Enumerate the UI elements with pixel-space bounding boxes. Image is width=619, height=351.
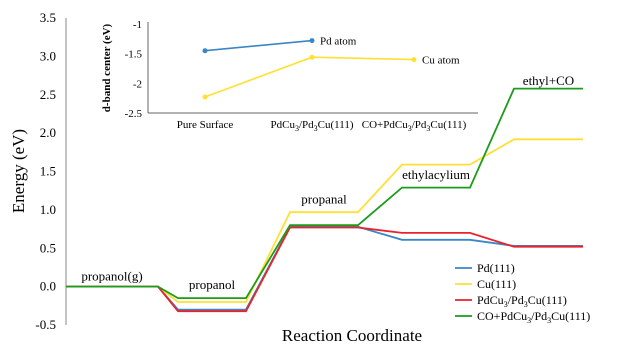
series-line-1	[66, 138, 583, 303]
state-label: propanol(g)	[81, 268, 142, 283]
inset-y-tick-label: -2	[133, 78, 142, 90]
main-y-axis-title: Energy (eV)	[9, 129, 28, 213]
main-y-tick-label: 1.0	[40, 202, 56, 217]
inset-series-line-0	[204, 39, 313, 52]
inset-point-0-0	[202, 48, 208, 54]
inset-chart: -2.5 -2 -1.5 -1 Pure Surface PdCu3/Pd3Cu(111…	[101, 18, 481, 133]
main-y-tick-label: 2.5	[40, 87, 56, 102]
inset-y-axis-title: d-band center (eV)	[101, 23, 113, 112]
main-x-axis-title: Reaction Coordinate	[282, 326, 422, 345]
series-line-2	[66, 226, 583, 313]
state-label: propanal	[301, 192, 347, 207]
main-y-tick-label: 3.0	[40, 48, 56, 63]
legend-label-0: Pd(111)	[477, 261, 515, 275]
inset-series-label-0: Pd atom	[320, 36, 357, 48]
main-y-tick-label: 0.5	[40, 240, 56, 255]
inset-category-label-0: Pure Surface	[177, 119, 234, 131]
main-y-tick-label: 0.0	[40, 279, 56, 294]
legend-label-3: CO+PdCu3/Pd3Cu(111)	[477, 309, 590, 325]
state-label: propanol	[189, 277, 236, 292]
inset-category-label-2: CO+PdCu3/Pd3Cu(111)	[362, 119, 467, 133]
inset-category-label-1: PdCu3/Pd3Cu(111)	[270, 119, 353, 133]
inset-point-0-1	[309, 38, 315, 44]
inset-series-lines	[202, 38, 417, 100]
main-series-lines	[66, 87, 583, 313]
inset-point-1-2	[411, 57, 417, 63]
inset-x-categories: Pure Surface PdCu3/Pd3Cu(111) CO+PdCu3/Pd3…	[177, 119, 467, 133]
inset-y-tick-label: -2.5	[125, 108, 143, 120]
legend: Pd(111) Cu(111) PdCu3/Pd3Cu(111)CO+PdCu3/P…	[455, 261, 590, 325]
main-y-ticks: -0.5 0.0 0.5 1.0 1.5 2.0 2.5 3.0 3.5	[35, 10, 56, 332]
main-axes: -0.5 0.0 0.5 1.0 1.5 2.0 2.5 3.0 3.5 Energy (eV)…	[9, 10, 422, 345]
main-y-tick-label: 3.5	[40, 10, 56, 25]
main-y-tick-label: 2.0	[40, 125, 56, 140]
legend-label-1: Cu(111)	[477, 277, 516, 291]
inset-y-tick-label: -1.5	[125, 49, 143, 61]
main-state-annotations: propanol(g) propanol propanal ethylacylium e…	[81, 73, 574, 292]
inset-point-1-0	[202, 94, 208, 100]
inset-series-label-1: Cu atom	[422, 55, 460, 67]
inset-y-tick-label: -1	[133, 19, 142, 31]
main-y-tick-label: 1.5	[40, 164, 56, 179]
inset-series-labels: Pd atom Cu atom	[320, 36, 460, 67]
series-line-3	[66, 87, 583, 300]
legend-label-2: PdCu3/Pd3Cu(111)	[477, 293, 567, 309]
state-label: ethyl+CO	[523, 73, 574, 88]
inset-point-1-1	[309, 54, 315, 60]
main-y-tick-label: -0.5	[35, 317, 56, 332]
inset-y-ticks: -2.5 -2 -1.5 -1	[125, 19, 143, 120]
state-label: ethylacylium	[402, 167, 470, 182]
